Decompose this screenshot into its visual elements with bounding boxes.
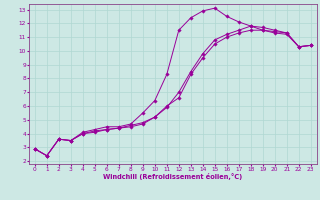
X-axis label: Windchill (Refroidissement éolien,°C): Windchill (Refroidissement éolien,°C): [103, 173, 243, 180]
